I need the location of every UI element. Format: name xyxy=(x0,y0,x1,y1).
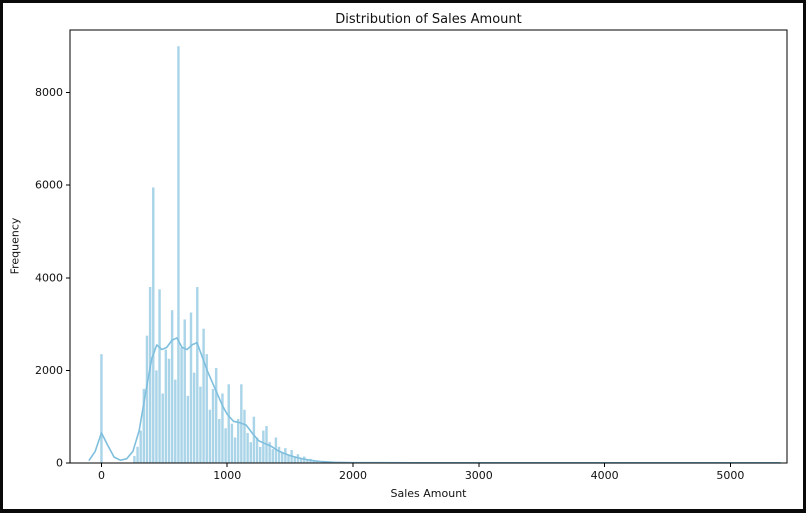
histogram-bars xyxy=(100,46,322,464)
histogram-plot: 0 1000 2000 3000 4000 5000 0 2000 4000 6000 8000 xyxy=(35,29,788,482)
histogram-bar xyxy=(192,372,196,463)
histogram-bar xyxy=(230,423,234,463)
histogram-bar xyxy=(218,419,221,463)
histogram-bar xyxy=(177,46,180,464)
histogram-bar xyxy=(142,388,146,463)
histogram-bar xyxy=(262,430,265,463)
histogram-bar xyxy=(100,354,103,463)
histogram-bar xyxy=(277,446,281,463)
histogram-bar xyxy=(148,287,152,463)
histogram-bar xyxy=(243,409,246,463)
histogram-bar xyxy=(280,452,284,463)
histogram-bar xyxy=(233,437,237,463)
histogram-bar xyxy=(287,454,290,463)
y-tick-label: 2000 xyxy=(35,364,63,377)
histogram-bar xyxy=(296,454,300,463)
histogram-bar xyxy=(167,358,171,463)
histogram-bar xyxy=(236,419,240,463)
histogram-bar xyxy=(202,328,205,463)
histogram-bar xyxy=(152,187,155,463)
histogram-bar xyxy=(299,458,303,463)
y-tick-label: 8000 xyxy=(35,86,63,99)
histogram-bar xyxy=(161,393,164,463)
histogram-bar xyxy=(249,442,252,463)
histogram-bar xyxy=(170,310,174,463)
histogram-bar xyxy=(164,349,168,463)
histogram-bar xyxy=(196,287,199,463)
histogram-bar xyxy=(155,370,158,463)
histogram-bar xyxy=(145,335,149,463)
x-axis-label: Sales Amount xyxy=(390,487,467,500)
histogram-bar xyxy=(214,368,218,463)
x-axis-ticks: 0 1000 2000 3000 4000 5000 xyxy=(98,463,744,482)
histogram-bar xyxy=(227,384,230,463)
x-tick-label: 3000 xyxy=(465,469,493,482)
x-tick-label: 2000 xyxy=(339,469,367,482)
y-axis-ticks: 0 2000 4000 6000 8000 xyxy=(35,86,70,470)
histogram-bar xyxy=(208,409,212,463)
histogram-bar xyxy=(211,388,215,463)
histogram-bar xyxy=(252,416,256,463)
histogram-bar xyxy=(158,289,161,463)
x-tick-label: 5000 xyxy=(716,469,744,482)
x-tick-label: 1000 xyxy=(213,469,241,482)
histogram-bar xyxy=(255,437,259,463)
axes-spines xyxy=(69,29,788,464)
histogram-bar xyxy=(268,442,271,463)
histogram-bar xyxy=(221,393,224,463)
histogram-bar xyxy=(315,461,319,463)
histogram-bar xyxy=(246,432,249,463)
histogram-bar xyxy=(174,379,177,463)
y-tick-label: 4000 xyxy=(35,271,63,284)
histogram-bar xyxy=(224,428,227,463)
histogram-bar xyxy=(136,446,139,463)
histogram-bar xyxy=(293,456,296,463)
y-axis-label: Frequency xyxy=(8,217,22,275)
x-tick-label: 0 xyxy=(98,469,105,482)
histogram-bar xyxy=(258,446,262,463)
y-tick-label: 6000 xyxy=(35,179,63,192)
y-tick-label: 0 xyxy=(56,457,63,470)
histogram-bar xyxy=(183,319,186,463)
histogram-bar xyxy=(189,312,193,463)
histogram-bar xyxy=(133,456,136,463)
histogram-bar xyxy=(271,449,274,463)
x-tick-label: 4000 xyxy=(591,469,619,482)
histogram-bar xyxy=(312,460,315,463)
chart-title: Distribution of Sales Amount xyxy=(335,12,522,27)
histogram-bar xyxy=(284,448,287,463)
histogram-bar xyxy=(139,430,142,463)
histogram-bar xyxy=(199,386,202,463)
histogram-bar xyxy=(205,354,208,463)
figure: 0 1000 2000 3000 4000 5000 0 2000 4000 6000 8000 D… xyxy=(3,3,803,509)
histogram-bar xyxy=(306,459,309,463)
histogram-bar xyxy=(186,395,190,463)
histogram-bar xyxy=(180,347,183,463)
kde-line xyxy=(88,337,781,464)
